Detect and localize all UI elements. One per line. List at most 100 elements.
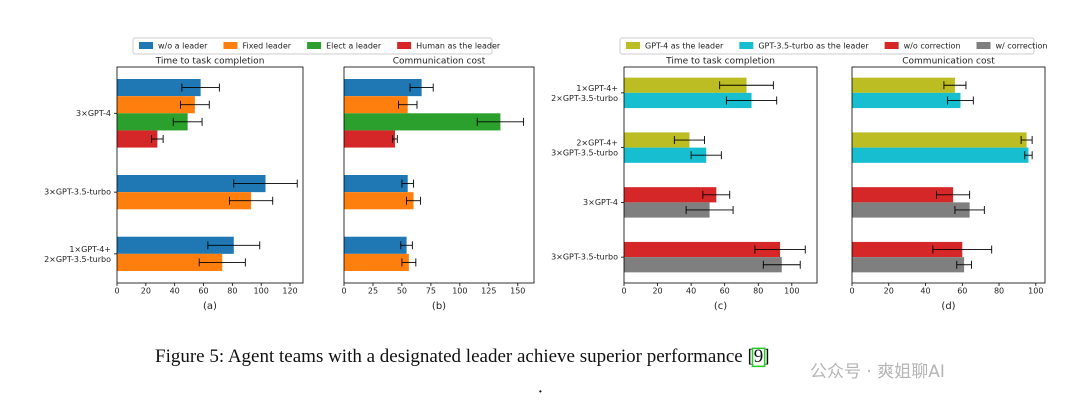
bar [344,175,408,193]
y-tick-label: 2×GPT-4+ 3×GPT-3.5-turbo [551,138,618,157]
x-tick-label: 120 [282,287,297,296]
x-tick-label: 40 [170,287,180,296]
bar [852,241,963,258]
x-axis-label: (b) [432,301,446,312]
error-bar [207,241,261,250]
x-axis-label: (c) [714,301,727,312]
error-bar [409,83,434,92]
error-bar [151,135,164,143]
legend-swatch [739,42,754,49]
bar [117,130,158,148]
x-tick-label: 20 [652,287,662,296]
bar [344,96,408,114]
error-bar [702,190,731,199]
axes-frame [623,66,818,284]
error-bar [476,117,525,126]
bar [117,253,223,271]
legend-swatch [976,42,991,49]
legend-swatch [626,42,640,49]
y-tick-label: 3×GPT-4 [583,198,618,207]
x-tick-label: 50 [397,287,407,296]
bar [117,96,195,114]
error-bar [179,100,210,109]
panel-title: Time to task completion [665,57,775,67]
legend-label: w/o correction [904,42,961,51]
error-bar [181,83,220,92]
bar [344,253,409,271]
legend-label: GPT-3.5-turbo as the leader [758,42,869,51]
bar [117,79,201,97]
legend-swatch [884,42,899,49]
legend-label: Human as the leader [416,42,501,51]
error-bar [690,151,722,160]
x-tick-label: 80 [753,287,763,296]
bar [344,113,501,131]
y-tick-label: 3×GPT-4 [76,109,111,118]
bar [344,236,407,254]
x-tick-label: 0 [621,287,626,296]
error-bar [947,96,974,105]
error-bar [400,241,413,250]
error-bar [172,117,203,126]
axes-frame [343,66,535,284]
error-bar [754,245,806,254]
error-bar [401,258,417,267]
legend-label: w/ correction [996,42,1048,51]
bar [624,241,781,258]
error-bar [398,100,418,109]
error-bar [229,196,274,205]
error-bar [406,196,421,205]
x-axis-label: (d) [941,301,955,312]
x-tick-label: 100 [254,287,269,296]
bar [117,236,234,254]
x-tick-label: 20 [141,287,151,296]
legend-label: Elect a leader [326,42,382,51]
x-tick-label: 0 [341,287,346,296]
bar [852,77,955,93]
x-tick-label: 80 [994,287,1004,296]
error-bar [943,81,967,90]
legend-swatch [223,42,238,49]
bar [624,187,717,203]
error-bar [719,81,774,90]
error-bar [932,245,993,254]
bar [624,132,690,148]
legend-label: GPT-4 as the leader [645,42,724,51]
axes-frame [116,66,304,284]
error-bar [392,135,398,143]
legend-label: w/o a leader [158,42,208,51]
x-tick-label: 60 [720,287,730,296]
bar [117,113,188,131]
error-bar [233,179,298,188]
x-axis-label: (a) [203,301,217,312]
panel-title: Communication cost [393,57,486,67]
bar [624,77,747,93]
x-tick-label: 100 [452,287,467,296]
axes-frame [851,66,1046,284]
x-tick-label: 100 [1028,287,1043,296]
error-bar [673,136,706,145]
caption-end: . [538,376,543,397]
caption: Figure 5: Agent teams with a designated … [155,346,770,367]
error-bar [725,96,778,105]
x-tick-label: 125 [481,287,496,296]
x-tick-label: 0 [114,287,119,296]
x-tick-label: 80 [227,287,237,296]
bar [624,257,782,273]
x-tick-label: 0 [849,287,854,296]
y-tick-label: 3×GPT-3.5-turbo [551,253,618,262]
error-bar [198,258,246,267]
bar [344,130,395,148]
x-tick-label: 40 [686,287,696,296]
error-bar [1024,151,1033,160]
x-tick-label: 75 [426,287,436,296]
legend-swatch [139,42,153,49]
bar [344,79,422,97]
y-tick-label: 1×GPT-4+ 2×GPT-3.5-turbo [551,83,618,102]
bar [624,92,752,109]
y-tick-label: 3×GPT-3.5-turbo [44,188,111,197]
x-tick-label: 100 [784,287,799,296]
bar [624,147,707,163]
error-bar [762,260,801,269]
legend-frame [619,37,1035,55]
